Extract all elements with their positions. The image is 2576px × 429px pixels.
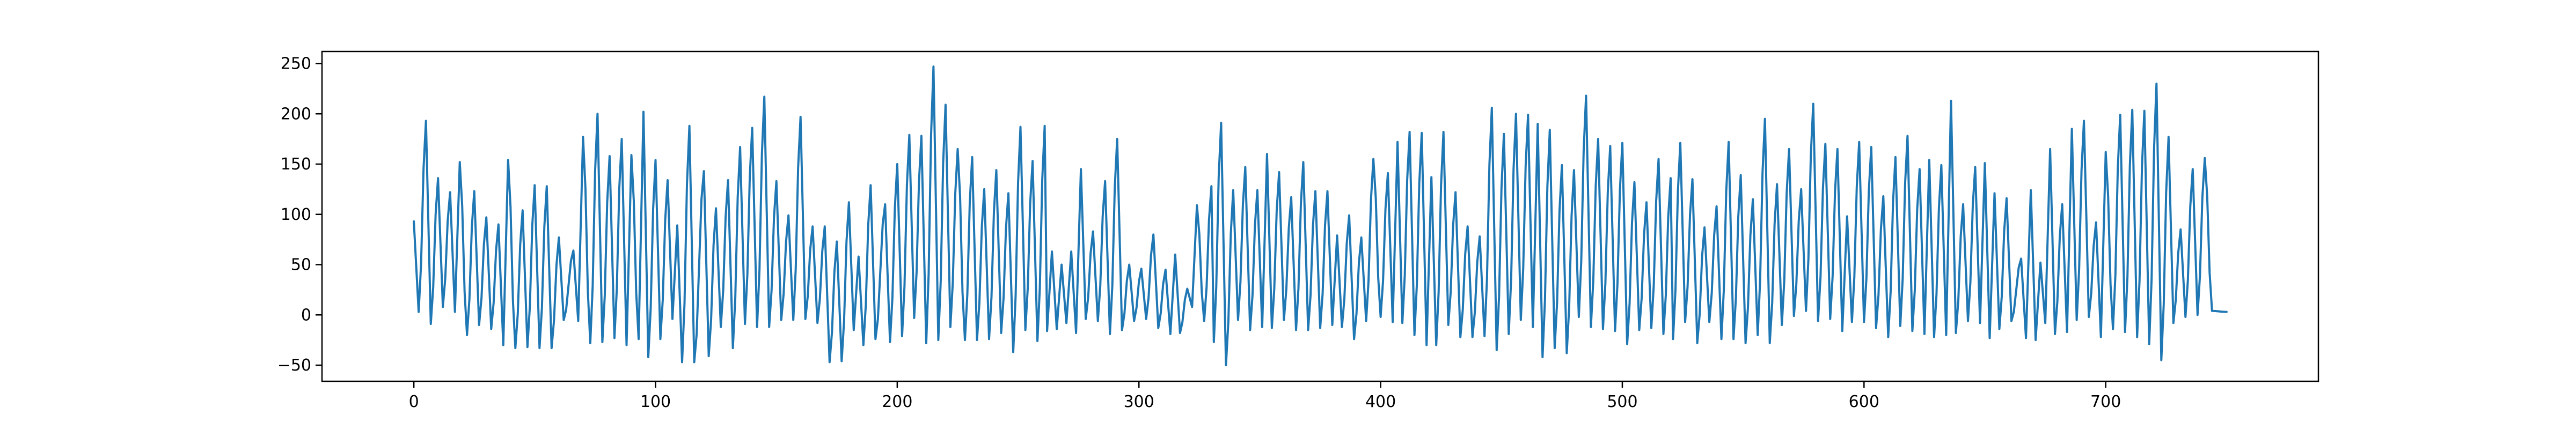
- x-tick-label: 100: [640, 393, 671, 411]
- plot-area: [413, 65, 2228, 366]
- y-tick-label: −50: [277, 356, 311, 375]
- y-axis: −50 0 50 100 150 200 250: [277, 55, 322, 375]
- x-tick-label: 600: [1849, 393, 1879, 411]
- y-tick-label: 50: [291, 256, 311, 275]
- y-tick-label: 200: [281, 105, 311, 123]
- x-tick-label: 400: [1365, 393, 1396, 411]
- y-tick-label: 0: [301, 306, 311, 324]
- y-tick-label: 100: [281, 205, 311, 224]
- x-axis: 0 100 200 300 400 500 600 700: [409, 381, 2121, 411]
- series-line-0: [413, 65, 2228, 366]
- x-tick-label: 300: [1124, 393, 1154, 411]
- y-tick-label: 150: [281, 155, 311, 174]
- axes-frame: [321, 50, 2319, 382]
- y-tick-label: 250: [281, 55, 311, 73]
- x-tick-label: 500: [1607, 393, 1637, 411]
- x-tick-label: 700: [2090, 393, 2121, 411]
- x-tick-label: 0: [409, 393, 419, 411]
- x-tick-label: 200: [882, 393, 912, 411]
